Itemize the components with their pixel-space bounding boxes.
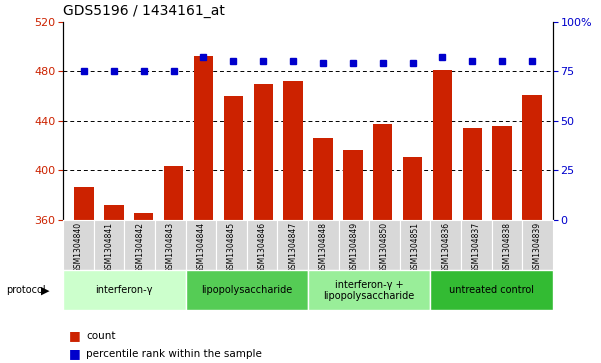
Bar xyxy=(313,138,332,363)
Bar xyxy=(194,56,213,363)
Text: interferon-γ +
lipopolysaccharide: interferon-γ + lipopolysaccharide xyxy=(323,280,415,301)
Text: GSM1304849: GSM1304849 xyxy=(349,222,358,273)
Text: GSM1304845: GSM1304845 xyxy=(227,222,236,273)
Text: GSM1304836: GSM1304836 xyxy=(441,222,450,273)
Text: GSM1304842: GSM1304842 xyxy=(135,222,144,273)
Text: GSM1304838: GSM1304838 xyxy=(502,222,511,273)
Bar xyxy=(433,70,452,363)
Text: GSM1304844: GSM1304844 xyxy=(197,222,206,273)
Text: lipopolysaccharide: lipopolysaccharide xyxy=(201,285,293,295)
Bar xyxy=(492,126,512,363)
Text: ■: ■ xyxy=(69,329,81,342)
Bar xyxy=(75,187,94,363)
Bar xyxy=(373,125,392,363)
Bar xyxy=(164,167,183,363)
Text: percentile rank within the sample: percentile rank within the sample xyxy=(86,349,262,359)
Text: GSM1304848: GSM1304848 xyxy=(319,222,328,273)
Text: GSM1304843: GSM1304843 xyxy=(166,222,175,273)
Bar xyxy=(224,96,243,363)
Text: GDS5196 / 1434161_at: GDS5196 / 1434161_at xyxy=(63,4,225,18)
Bar xyxy=(254,83,273,363)
Bar xyxy=(522,95,542,363)
Text: count: count xyxy=(86,331,115,341)
Bar xyxy=(343,150,362,363)
Text: GSM1304839: GSM1304839 xyxy=(533,222,542,273)
Text: interferon-γ: interferon-γ xyxy=(96,285,153,295)
Bar xyxy=(403,156,423,363)
Text: GSM1304850: GSM1304850 xyxy=(380,222,389,273)
Text: GSM1304851: GSM1304851 xyxy=(410,222,419,273)
Bar xyxy=(463,128,482,363)
Text: GSM1304846: GSM1304846 xyxy=(258,222,267,273)
Text: GSM1304841: GSM1304841 xyxy=(105,222,114,273)
Bar xyxy=(104,205,124,363)
Bar xyxy=(284,81,303,363)
Text: GSM1304840: GSM1304840 xyxy=(74,222,83,273)
Text: ■: ■ xyxy=(69,347,81,360)
Text: untreated control: untreated control xyxy=(449,285,534,295)
Text: GSM1304847: GSM1304847 xyxy=(288,222,297,273)
Text: ▶: ▶ xyxy=(41,285,49,295)
Bar xyxy=(134,213,153,363)
Text: GSM1304837: GSM1304837 xyxy=(472,222,481,273)
Text: protocol: protocol xyxy=(6,285,46,295)
